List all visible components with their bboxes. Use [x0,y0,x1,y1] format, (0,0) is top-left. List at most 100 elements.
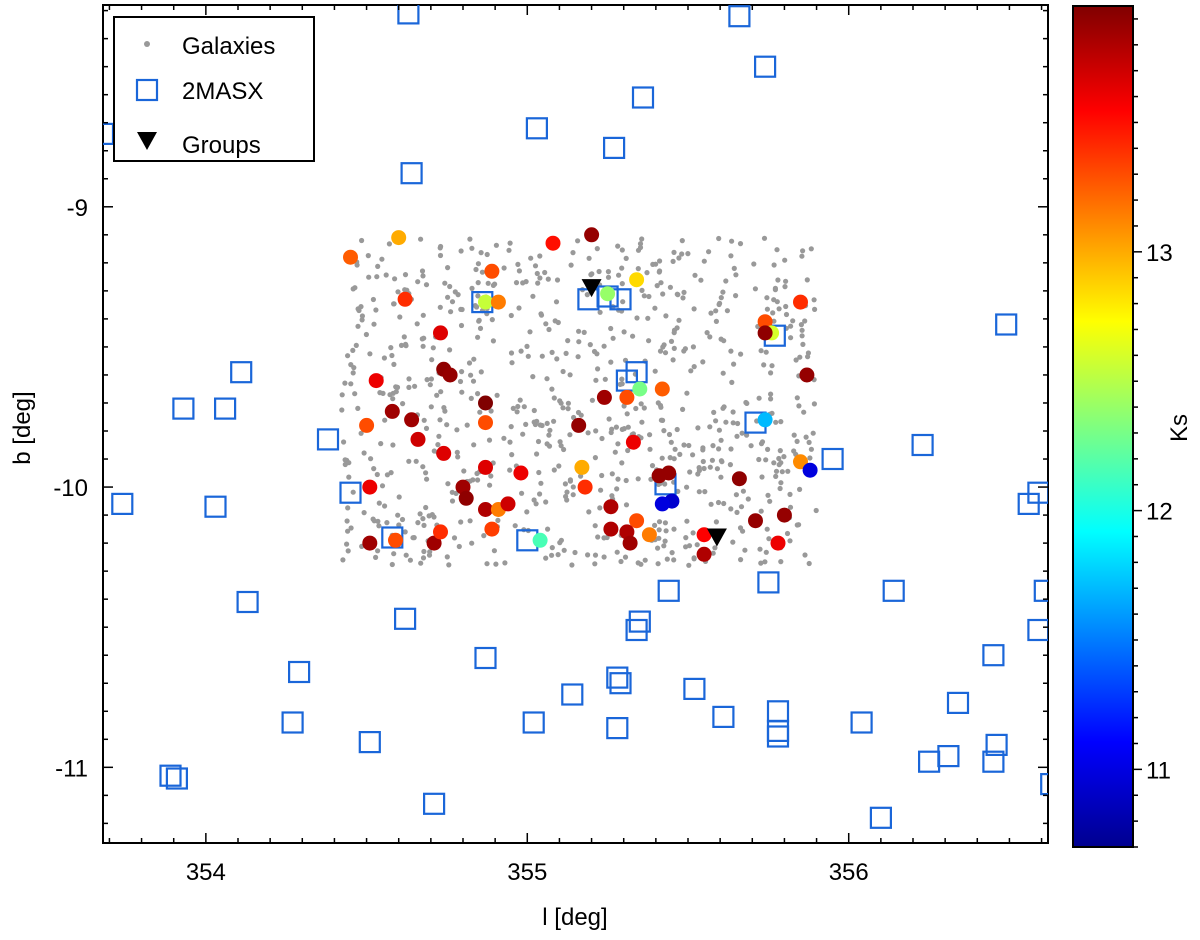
ks-galaxy-point [619,389,635,405]
galaxy-point [698,277,704,283]
galaxy-point [710,550,716,556]
galaxy-point [437,304,443,310]
ks-galaxy-point [362,535,378,551]
galaxy-point [797,486,803,492]
twomasx-square [204,495,227,518]
galaxy-point [361,450,367,456]
galaxy-point [707,334,713,340]
galaxy-point [811,401,818,407]
colorbar-tick-label: 13 [1146,240,1173,267]
galaxy-point [655,545,661,551]
galaxy-point [389,352,395,359]
legend-label-groups: Groups [182,132,261,159]
galaxy-point [691,306,697,312]
galaxy-point [391,301,397,307]
colored-galaxies-layer [343,227,818,562]
galaxy-point [734,509,740,515]
galaxy-point [428,376,434,382]
galaxy-point [798,322,805,328]
galaxy-point [672,446,678,452]
galaxy-point [738,504,745,510]
galaxy-point [454,427,460,433]
galaxy-point [619,281,625,287]
galaxy-point [412,383,418,389]
galaxy-point [634,315,640,321]
galaxy-point [560,368,566,375]
galaxy-point [572,549,578,556]
galaxy-point [406,458,412,464]
ks-galaxy-point [532,532,548,548]
galaxy-point [507,467,513,473]
galaxy-point [709,457,716,463]
galaxy-point [713,519,720,525]
galaxy-point [459,306,465,313]
galaxy-point [389,561,395,568]
galaxy-point [474,304,480,310]
galaxy-point [544,420,550,426]
galaxy-point [656,535,662,541]
galaxy-point [787,491,793,497]
galaxy-point [772,285,779,291]
galaxy-point [557,439,563,445]
galaxy-point [614,549,620,555]
galaxy-point [539,422,545,429]
galaxy-point [652,522,658,529]
galaxy-point [402,272,409,278]
galaxy-point [802,318,808,324]
galaxy-point [794,438,800,444]
galaxy-point [661,428,667,434]
galaxy-point [763,549,769,555]
galaxy-point [401,334,407,340]
galaxy-point [518,348,524,354]
galaxy-point [707,464,713,470]
galaxy-point [667,284,674,290]
galaxy-point [435,442,441,448]
galaxy-point [475,293,481,299]
galaxy-point [715,499,722,506]
galaxy-point [729,238,735,244]
galaxy-point [352,285,358,291]
twomasx-square [316,428,340,451]
ks-galaxy-point [757,412,773,428]
galaxy-point [345,505,351,511]
galaxy-point [516,268,523,274]
galaxy-point [773,473,779,479]
galaxy-point [620,299,626,305]
galaxy-point [547,427,553,433]
galaxy-point [426,513,432,519]
twomasx-square [631,86,655,109]
galaxy-point [538,480,544,486]
galaxy-point [667,455,673,461]
twomasx-square [236,590,259,614]
galaxy-point [420,312,426,318]
galaxy-point [490,338,496,344]
galaxy-point [777,448,783,454]
colorbar: 11 12 13 Ks [1072,5,1193,848]
galaxy-point [406,384,412,390]
galaxy-point [537,253,543,259]
galaxy-point [668,439,674,445]
galaxy-point [676,317,682,323]
galaxy-point [344,541,350,547]
galaxy-point [355,323,361,329]
galaxy-point [371,466,377,472]
galaxy-point [420,273,426,279]
galaxy-point [565,400,572,406]
galaxy-point [718,295,724,301]
galaxy-point [528,255,534,261]
galaxy-point [635,247,642,253]
galaxy-point [554,277,561,283]
galaxy-point [612,449,618,455]
galaxy-point [655,561,661,567]
twomasx-square [606,666,629,689]
galaxy-point [764,526,770,532]
galaxy-point [686,543,693,549]
galaxy-point [469,245,475,251]
galaxy-point [731,361,737,367]
legend-twomasx-marker [135,78,159,102]
galaxy-point [771,318,777,324]
galaxy-point [728,253,734,259]
galaxy-point [763,457,769,463]
galaxy-point [345,528,351,534]
galaxy-point [391,551,397,557]
